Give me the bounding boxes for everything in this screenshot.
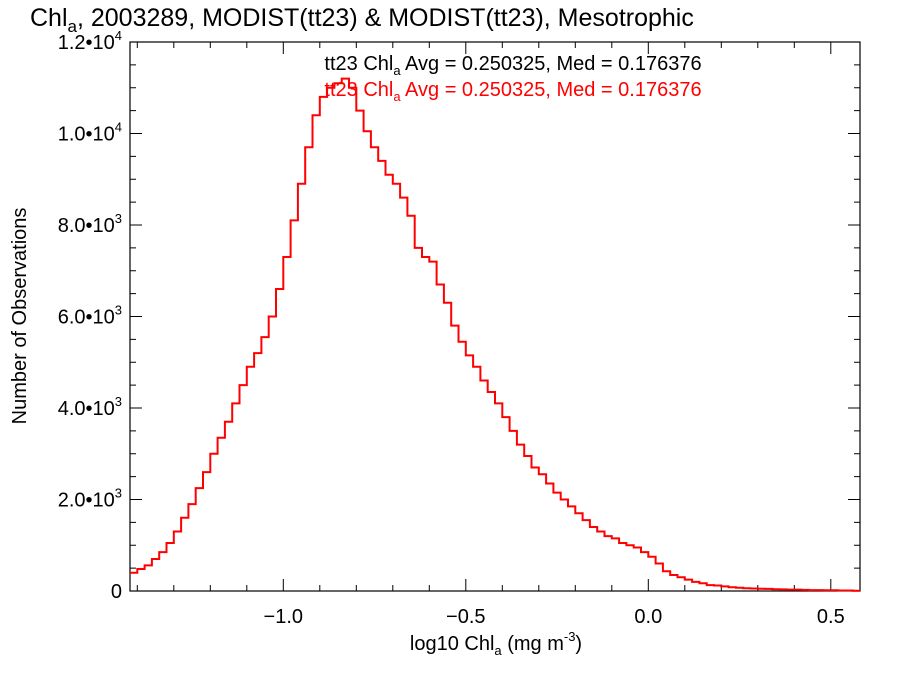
histogram-series-line [130, 77, 860, 592]
y-tick-label: 2.0•103 [58, 486, 122, 512]
axis-ticks [130, 41, 860, 592]
chart-title-base: Chl [30, 4, 68, 32]
x-axis-label-subscript: a [494, 643, 502, 658]
x-tick-label: 0.0 [634, 606, 662, 628]
x-axis-label-superscript: -3 [564, 629, 576, 644]
chart-title: Chla, 2003289, MODIST(tt23) & MODIST(tt2… [30, 4, 694, 36]
chart-title-subscript: a [68, 17, 78, 36]
x-tick-label: −0.5 [446, 606, 485, 628]
x-axis-label: log10 Chla (mg m-3) [410, 629, 582, 658]
x-axis-label-mid: (mg m [502, 633, 564, 655]
y-tick-label: 1.2•104 [58, 28, 122, 54]
x-axis-label-post: ) [575, 633, 582, 655]
chart-title-rest: , 2003289, MODIST(tt23) & MODIST(tt23), … [77, 4, 694, 32]
x-tick-label: −1.0 [264, 606, 303, 628]
y-axis-label: Number of Observations [9, 208, 31, 425]
x-tick-labels: −1.0 −0.5 0.0 0.5 [264, 606, 845, 628]
x-tick-label: 0.5 [817, 606, 845, 628]
y-tick-label: 1.0•104 [58, 120, 122, 146]
legend-entry: tt23 Chla Avg = 0.250325, Med = 0.176376 [324, 79, 701, 104]
x-axis-label-pre: log10 Chl [410, 633, 495, 655]
y-tick-label: 4.0•103 [58, 394, 122, 420]
y-tick-label: 0 [111, 581, 122, 603]
y-tick-label: 6.0•103 [58, 303, 122, 329]
y-tick-label: 8.0•103 [58, 211, 122, 237]
y-tick-labels: 0 2.0•103 4.0•103 6.0•103 8.0•103 1.0•104 1.2•… [58, 28, 122, 603]
legend-entry: tt23 Chla Avg = 0.250325, Med = 0.176376 [324, 53, 701, 78]
legend: tt23 Chla Avg = 0.250325, Med = 0.176376… [324, 53, 701, 104]
plot-frame [129, 41, 861, 592]
